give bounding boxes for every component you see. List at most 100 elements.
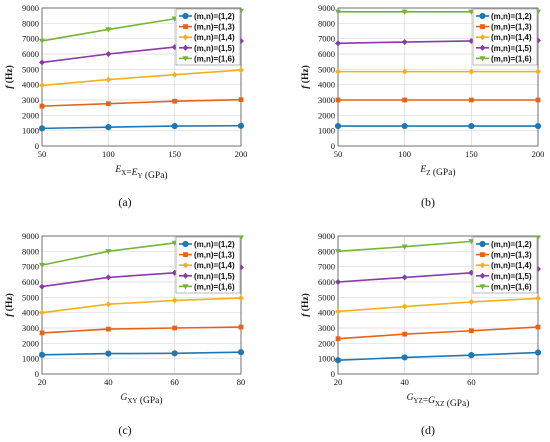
x-tick-label: 60 [467, 377, 476, 387]
series-line-3 [41, 98, 242, 107]
data-point [38, 351, 46, 358]
x-axis-label: EX=EY (GPa) [114, 165, 167, 181]
series-line-4 [337, 297, 539, 313]
data-point [105, 326, 111, 332]
data-point [401, 39, 408, 46]
y-tick-label: 2000 [318, 110, 335, 120]
legend-marker [182, 56, 189, 62]
series-line-2 [337, 351, 539, 361]
data-point [237, 349, 245, 356]
chart-panel-a: 0 1000 2000 3000 4000 5000 6000 7000 8000 9000 50 1… [4, 3, 247, 209]
panel-label: (d) [421, 423, 435, 437]
data-point [535, 295, 541, 302]
legend-entry: (m,n)=(1,3) [194, 23, 235, 32]
legend-marker [479, 34, 486, 41]
y-tick-label: 9000 [318, 231, 335, 241]
y-tick-label: 8000 [22, 18, 39, 28]
y-tick-label: 1000 [318, 126, 335, 136]
y-tick-label: 0 [35, 369, 39, 379]
data-point [238, 97, 244, 103]
data-point [335, 40, 341, 47]
legend-entry: (m,n)=(1,5) [194, 272, 235, 281]
data-point [39, 82, 45, 89]
series-line-3 [41, 326, 242, 334]
data-point [39, 283, 45, 290]
x-tick-label: 80 [237, 377, 246, 387]
legend-marker [479, 240, 486, 248]
y-tick-label: 8000 [22, 246, 39, 256]
data-point [105, 350, 112, 357]
y-tick-label: 6000 [318, 49, 335, 59]
data-point [402, 331, 408, 337]
y-tick-label: 1000 [22, 126, 39, 136]
data-point [171, 350, 178, 357]
x-tick-label: 40 [104, 377, 113, 387]
data-point [534, 349, 542, 356]
data-point [335, 9, 341, 15]
x-tick-label: 20 [38, 377, 47, 387]
data-point [335, 279, 341, 285]
legend-entry: (m,n)=(1,2) [491, 240, 532, 249]
data-point [401, 9, 408, 15]
y-axis-label: f (Hz) [4, 293, 15, 316]
y-tick-label: 3000 [22, 323, 39, 333]
y-axis-label: f (Hz) [300, 65, 311, 88]
y-tick-label: 5000 [22, 292, 39, 302]
y-tick-label: 5000 [318, 292, 335, 302]
x-tick-label: 100 [398, 149, 411, 159]
y-tick-label: 0 [35, 141, 39, 151]
y-tick-label: 7000 [318, 262, 335, 272]
data-point [105, 76, 112, 83]
data-point [172, 98, 178, 104]
x-axis-label: GYZ=GXZ (GPa) [407, 393, 470, 409]
legend-entry: (m,n)=(1,5) [491, 44, 532, 53]
legend-entry: (m,n)=(1,2) [194, 12, 235, 21]
data-point [468, 352, 475, 359]
y-tick-label: 7000 [22, 262, 39, 272]
series-line-4 [41, 297, 242, 314]
y-axis-label: f (Hz) [4, 65, 15, 88]
x-tick-label: 50 [38, 149, 47, 159]
legend-entry: (m,n)=(1,5) [194, 44, 235, 53]
y-tick-label: 2000 [22, 110, 39, 120]
panel-label: (a) [118, 195, 131, 209]
y-tick-label: 3000 [22, 95, 39, 105]
y-tick-label: 4000 [318, 80, 335, 90]
data-point [335, 249, 341, 255]
legend-marker [182, 272, 189, 279]
data-point [171, 297, 178, 304]
legend-marker [479, 272, 486, 279]
y-tick-label: 3000 [318, 323, 335, 333]
data-point [534, 122, 542, 130]
data-point [105, 124, 112, 131]
data-point [401, 122, 408, 130]
data-point [38, 125, 46, 132]
data-point [401, 68, 408, 75]
axes-frame [41, 235, 242, 375]
data-point [335, 336, 341, 342]
y-tick-label: 6000 [22, 49, 39, 59]
panel-label: (c) [118, 423, 131, 437]
x-axis-label: GXY (GPa) [120, 393, 162, 406]
data-point [105, 51, 112, 57]
legend-marker [479, 56, 486, 62]
data-point [238, 235, 244, 241]
data-point [468, 68, 475, 75]
y-tick-label: 0 [331, 369, 335, 379]
legend-marker [182, 12, 189, 20]
data-point [335, 68, 341, 75]
y-tick-label: 9000 [22, 231, 39, 241]
data-point [401, 354, 408, 361]
x-tick-label: 150 [168, 149, 181, 159]
legend-entry: (m,n)=(1,4) [194, 33, 235, 42]
y-tick-label: 7000 [22, 34, 39, 44]
y-tick-label: 9000 [22, 3, 39, 13]
chart-panel-d: 0 1000 2000 3000 4000 5000 6000 7000 8000 9000 20 4… [300, 231, 542, 437]
legend-marker [182, 284, 189, 290]
legend-marker [183, 252, 188, 257]
data-point [39, 103, 45, 109]
chart-panel-b: 0 1000 2000 3000 4000 5000 6000 7000 8000 9000 50 1… [300, 3, 544, 209]
legend-entry: (m,n)=(1,6) [491, 282, 532, 291]
legend-entry: (m,n)=(1,6) [491, 54, 532, 63]
